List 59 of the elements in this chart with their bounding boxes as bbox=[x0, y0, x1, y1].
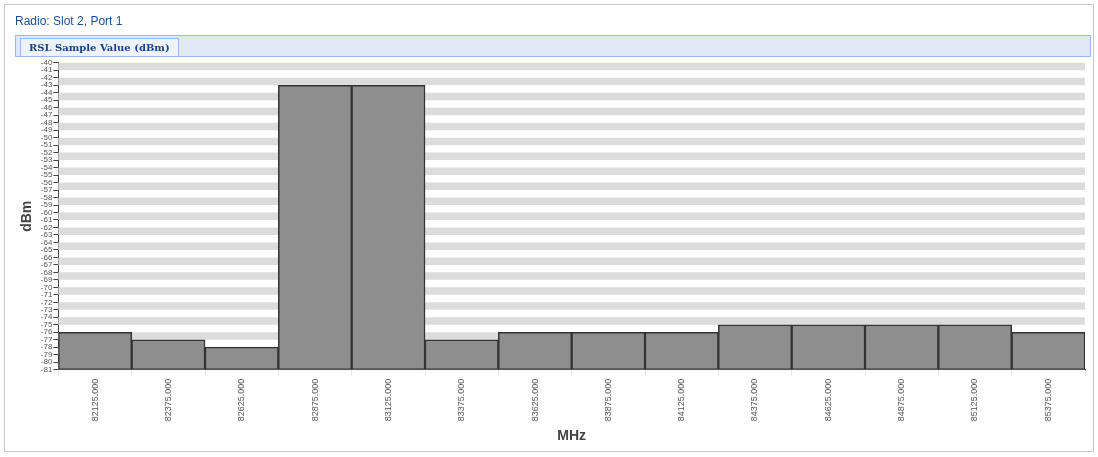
y-axis-title: dBm bbox=[18, 200, 35, 232]
y-tick-label: -52 bbox=[40, 147, 53, 157]
x-tick-label: 84125.000 bbox=[676, 378, 687, 422]
y-tick-label: -65 bbox=[40, 245, 53, 255]
y-tick-label: -74 bbox=[40, 312, 53, 322]
x-tick-label: 82875.000 bbox=[309, 378, 320, 422]
y-tick-label: -71 bbox=[40, 290, 53, 300]
y-tick-label: -63 bbox=[40, 230, 53, 240]
y-tick-label: -40 bbox=[40, 58, 53, 67]
y-tick-label: -75 bbox=[40, 319, 53, 329]
y-tick-label: -64 bbox=[40, 237, 53, 247]
y-tick-label: -76 bbox=[40, 327, 53, 337]
y-tick-label: -79 bbox=[40, 349, 53, 359]
y-tick-label: -56 bbox=[40, 177, 53, 187]
y-tick-label: -51 bbox=[40, 140, 53, 150]
y-tick-label: -42 bbox=[40, 72, 53, 82]
y-tick-label: -50 bbox=[40, 132, 53, 142]
y-tick-label: -69 bbox=[40, 275, 53, 285]
x-tick-label: 85375.000 bbox=[1042, 378, 1053, 422]
y-tick-label: -43 bbox=[40, 80, 53, 90]
x-tick-label: 83875.000 bbox=[602, 378, 613, 422]
y-tick-label: -55 bbox=[40, 170, 53, 180]
y-tick-label: -73 bbox=[40, 304, 53, 314]
y-tick-label: -47 bbox=[40, 110, 53, 120]
y-tick-label: -46 bbox=[40, 102, 53, 112]
y-tick-label: -58 bbox=[40, 192, 53, 202]
y-tick-label: -44 bbox=[40, 87, 53, 97]
y-tick-label: -67 bbox=[40, 260, 53, 270]
y-tick-label: -57 bbox=[40, 185, 53, 195]
x-tick-label: 84375.000 bbox=[749, 378, 760, 422]
x-tick-label: 82625.000 bbox=[236, 378, 247, 422]
y-tick-label: -68 bbox=[40, 267, 53, 277]
y-tick-label: -80 bbox=[40, 357, 53, 367]
y-tick-label: -78 bbox=[40, 342, 53, 352]
y-tick-label: -81 bbox=[40, 364, 53, 374]
x-tick-label: 83625.000 bbox=[529, 378, 540, 422]
y-tick-label: -72 bbox=[40, 297, 53, 307]
y-tick-label: -66 bbox=[40, 252, 53, 262]
chart-title: Radio: Slot 2, Port 1 bbox=[15, 14, 123, 28]
y-tick-label: -60 bbox=[40, 207, 53, 217]
x-axis-title: MHz bbox=[557, 427, 587, 444]
y-tick-label: -53 bbox=[40, 155, 53, 165]
y-tick-label: -77 bbox=[40, 334, 53, 344]
x-tick-label: 82125.000 bbox=[89, 378, 100, 422]
y-tick-label: -54 bbox=[40, 162, 53, 172]
y-tick-label: -59 bbox=[40, 200, 53, 210]
y-tick-label: -62 bbox=[40, 222, 53, 232]
x-tick-label: 85125.000 bbox=[969, 378, 980, 422]
x-tick-label: 83125.000 bbox=[382, 378, 393, 422]
y-tick-label: -61 bbox=[40, 215, 53, 225]
y-tick-label: -48 bbox=[40, 117, 53, 127]
y-tick-label: -45 bbox=[40, 95, 53, 105]
x-tick-label: 82375.000 bbox=[162, 378, 173, 422]
y-tick-label: -49 bbox=[40, 125, 53, 135]
y-tick-label: -70 bbox=[40, 282, 53, 292]
y-tick-label: -41 bbox=[40, 65, 53, 75]
x-tick-label: 84875.000 bbox=[896, 378, 907, 422]
x-tick-label: 83375.000 bbox=[456, 378, 467, 422]
x-tick-label: 84625.000 bbox=[822, 378, 833, 422]
